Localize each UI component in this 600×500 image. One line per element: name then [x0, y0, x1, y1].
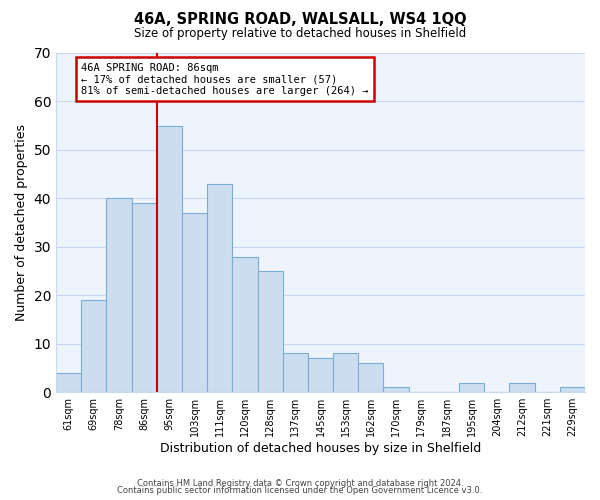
Bar [106, 198, 131, 392]
X-axis label: Distribution of detached houses by size in Shelfield: Distribution of detached houses by size … [160, 442, 481, 455]
Bar [232, 256, 257, 392]
Bar [283, 354, 308, 392]
Text: Contains public sector information licensed under the Open Government Licence v3: Contains public sector information licen… [118, 486, 482, 495]
Bar [358, 363, 383, 392]
Text: Contains HM Land Registry data © Crown copyright and database right 2024.: Contains HM Land Registry data © Crown c… [137, 478, 463, 488]
Bar [308, 358, 333, 392]
Text: 46A SPRING ROAD: 86sqm
← 17% of detached houses are smaller (57)
81% of semi-det: 46A SPRING ROAD: 86sqm ← 17% of detached… [81, 62, 369, 96]
Bar [333, 354, 358, 392]
Bar [56, 373, 81, 392]
Bar [257, 271, 283, 392]
Y-axis label: Number of detached properties: Number of detached properties [15, 124, 28, 321]
Bar [383, 388, 409, 392]
Bar [81, 300, 106, 392]
Bar [207, 184, 232, 392]
Text: Size of property relative to detached houses in Shelfield: Size of property relative to detached ho… [134, 28, 466, 40]
Text: 46A, SPRING ROAD, WALSALL, WS4 1QQ: 46A, SPRING ROAD, WALSALL, WS4 1QQ [134, 12, 466, 28]
Bar [560, 388, 585, 392]
Bar [459, 382, 484, 392]
Bar [182, 213, 207, 392]
Bar [509, 382, 535, 392]
Bar [157, 126, 182, 392]
Bar [131, 203, 157, 392]
